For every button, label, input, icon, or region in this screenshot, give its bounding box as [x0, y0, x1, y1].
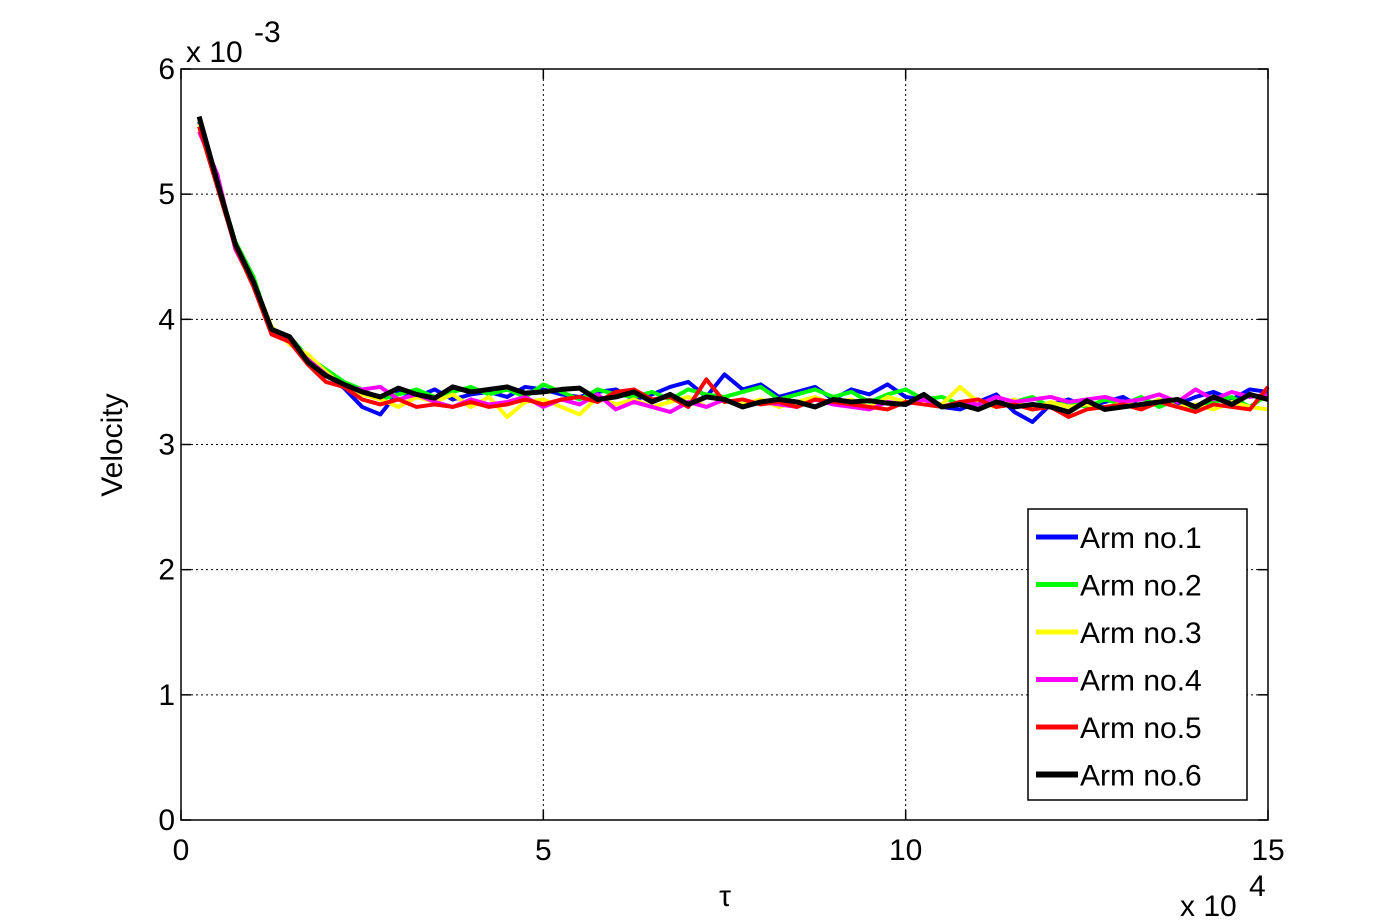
x-tick-label: 0 [173, 834, 190, 867]
x-multiplier-exponent: 4 [1249, 870, 1266, 903]
x-tick-label: 15 [1251, 834, 1284, 867]
y-tick-label: 6 [158, 53, 175, 86]
data-line [197, 118, 1270, 412]
y-multiplier-base: x 10 [186, 36, 243, 69]
y-tick-label: 3 [158, 429, 175, 462]
x-multiplier-base: x 10 [1180, 890, 1237, 922]
y-axis-label: Velocity [96, 393, 129, 496]
legend-label: Arm no.2 [1080, 570, 1202, 603]
plot-frame [180, 68, 1269, 821]
y-tick-label: 0 [158, 804, 175, 837]
legend-label: Arm no.6 [1080, 760, 1202, 793]
legend-box [1027, 508, 1248, 801]
y-tick-label: 4 [158, 303, 175, 336]
legend-label: Arm no.4 [1080, 665, 1202, 698]
x-tick-label: 10 [889, 834, 922, 867]
legend-label: Arm no.3 [1080, 617, 1202, 650]
x-axis-label: τ [719, 880, 731, 913]
data-line [197, 121, 1269, 424]
data-line [197, 126, 1270, 419]
legend-label: Arm no.1 [1080, 522, 1202, 555]
y-tick-label: 1 [158, 679, 175, 712]
data-line [197, 123, 1269, 419]
y-tick-label: 5 [158, 178, 175, 211]
legend-label: Arm no.5 [1080, 712, 1202, 745]
data-line [196, 115, 1269, 415]
y-tick-label: 2 [158, 554, 175, 587]
data-line [197, 130, 1269, 414]
y-multiplier-exponent: -3 [254, 16, 281, 49]
x-tick-label: 5 [535, 834, 552, 867]
